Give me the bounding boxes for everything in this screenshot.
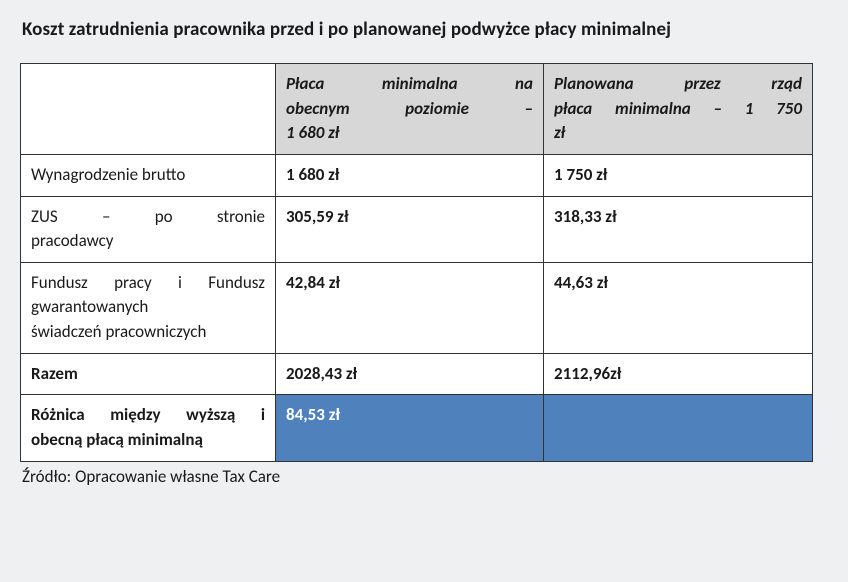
table-row: ZUS – po stroniepracodawcy305,59 zł318,3… <box>21 196 813 262</box>
table-row: Fundusz pracy i Funduszgwarantowanychświ… <box>21 262 813 353</box>
row-value-current: 1 680 zł <box>276 154 544 196</box>
row-label: ZUS – po stroniepracodawcy <box>21 196 276 262</box>
row-value-current: 84,53 zł <box>276 395 544 461</box>
source-note: Źródło: Opracowanie własne Tax Care <box>22 466 828 487</box>
row-label: Fundusz pracy i Funduszgwarantowanychświ… <box>21 262 276 353</box>
table-row: Razem2028,43 zł2112,96zł <box>21 353 813 395</box>
cost-table: Płaca minimalna naobecnym poziomie –1 68… <box>20 63 813 462</box>
row-label: Różnica między wyższą iobecną płacą mini… <box>21 395 276 461</box>
table-body: Wynagrodzenie brutto1 680 zł1 750 złZUS … <box>21 154 813 461</box>
table-row: Różnica między wyższą iobecną płacą mini… <box>21 395 813 461</box>
row-value-planned: 2112,96zł <box>544 353 813 395</box>
row-label: Razem <box>21 353 276 395</box>
row-value-current: 2028,43 zł <box>276 353 544 395</box>
row-value-planned: 318,33 zł <box>544 196 813 262</box>
row-value-current: 42,84 zł <box>276 262 544 353</box>
row-value-planned <box>544 395 813 461</box>
row-value-planned: 1 750 zł <box>544 154 813 196</box>
row-value-planned: 44,63 zł <box>544 262 813 353</box>
header-blank <box>21 64 276 155</box>
row-value-current: 305,59 zł <box>276 196 544 262</box>
row-label: Wynagrodzenie brutto <box>21 154 276 196</box>
table-row: Wynagrodzenie brutto1 680 zł1 750 zł <box>21 154 813 196</box>
header-col-planned: Planowana przez rządpłaca minimalna – 1 … <box>544 64 813 155</box>
page-title: Koszt zatrudnienia pracownika przed i po… <box>22 18 828 41</box>
header-col-current: Płaca minimalna naobecnym poziomie –1 68… <box>276 64 544 155</box>
